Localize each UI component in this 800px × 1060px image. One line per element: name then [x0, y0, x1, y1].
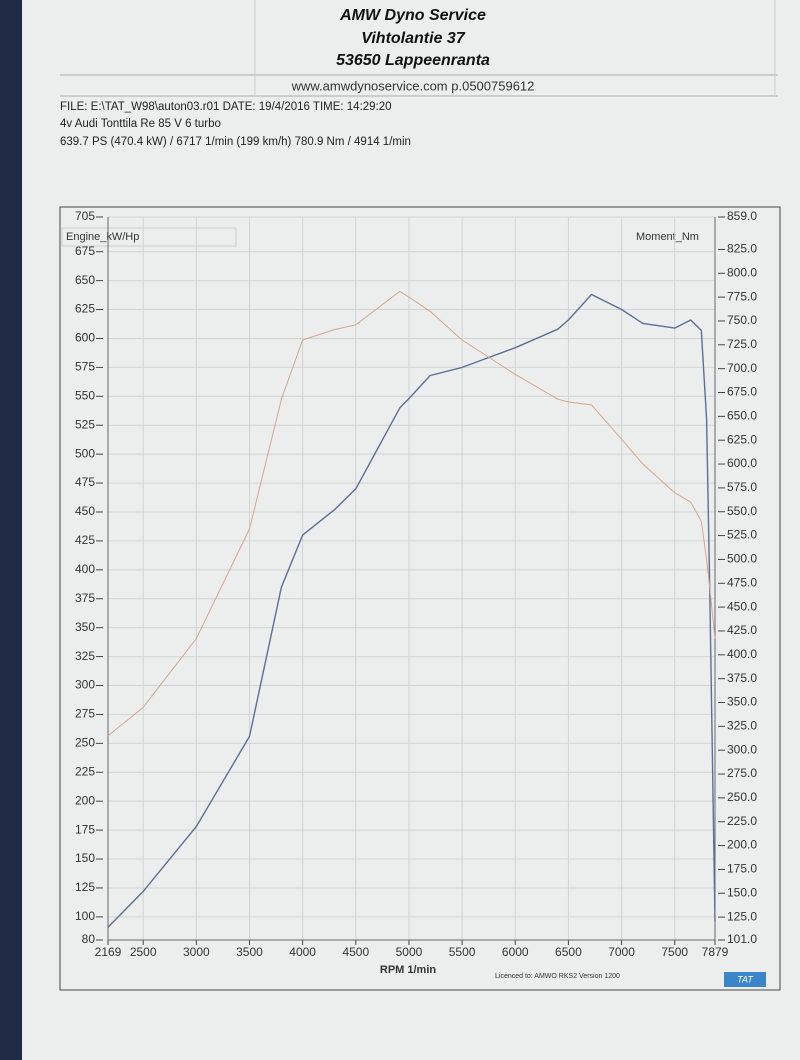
y2-tick-label: 150.0	[727, 885, 757, 899]
logo: TAT	[737, 974, 754, 984]
y2-tick-label: 125.0	[727, 909, 757, 923]
y-tick-label: 500	[75, 446, 95, 460]
y-tick-label: 275	[75, 707, 95, 721]
y-tick-label: 450	[75, 504, 95, 518]
vehicle: 4v Audi Tonttila Re 85 V 6 turbo	[60, 118, 221, 130]
y-tick-label: 375	[75, 591, 95, 605]
y2-tick-label: 550.0	[727, 504, 757, 518]
label-box	[61, 227, 237, 247]
y2-tick-label: 250.0	[727, 790, 757, 804]
y2-tick-label: 800.0	[727, 265, 757, 279]
y2-tick-label: 375.0	[727, 671, 757, 685]
y-tick-label: 175	[75, 822, 95, 836]
y-tick-label: 100	[75, 909, 95, 923]
y-tick-label: 225	[75, 764, 95, 778]
x-tick-label: 4500	[342, 945, 369, 959]
y-tick-label: 550	[75, 388, 95, 402]
contact: www.amwdynoservice.com p.0500759612	[291, 78, 535, 93]
y-tick-label: 200	[75, 793, 95, 807]
y-axis-label: Engine_kW/Hp	[66, 231, 139, 243]
y-tick-label: 525	[75, 417, 95, 431]
result: 639.7 PS (470.4 kW) / 6717 1/min (199 km…	[60, 136, 411, 148]
x-tick-label: 2500	[130, 945, 157, 959]
y-tick-label: 325	[75, 649, 95, 663]
y-tick-label: 625	[75, 302, 95, 316]
y2-tick-label: 175.0	[727, 862, 757, 876]
y2-tick-label: 350.0	[727, 695, 757, 709]
y2-axis-label: Moment_Nm	[636, 231, 699, 243]
y-tick-label: 475	[75, 475, 95, 489]
city: 53650 Lappeenranta	[336, 52, 490, 69]
y2-tick-label: 750.0	[727, 313, 757, 327]
y2-tick-label: 625.0	[727, 432, 757, 446]
y2-tick-label: 859.0	[727, 209, 757, 223]
x-tick-label: 3000	[183, 945, 210, 959]
logo-box	[724, 972, 766, 987]
y2-tick-label: 525.0	[727, 528, 757, 542]
x-tick-label: 6000	[502, 945, 529, 959]
y-tick-label: 350	[75, 620, 95, 634]
y2-tick-label: 575.0	[727, 480, 757, 494]
y-tick-label: 150	[75, 851, 95, 865]
x-tick-label: 7879	[702, 945, 729, 959]
y-tick-label: 250	[75, 736, 95, 750]
y-tick-label: 400	[75, 562, 95, 576]
x-tick-label: 5500	[449, 945, 476, 959]
street: Vihtolantie 37	[361, 30, 466, 47]
company: AMW Dyno Service	[339, 7, 486, 24]
x-tick-label: 6500	[555, 945, 582, 959]
y-tick-label: 300	[75, 678, 95, 692]
y-tick-label: 125	[75, 880, 95, 894]
y2-tick-label: 275.0	[727, 766, 757, 780]
y2-tick-label: 400.0	[727, 647, 757, 661]
license: Licenced to: AMWO RKS2 Version 1200	[495, 973, 620, 980]
y-tick-label: 675	[75, 244, 95, 258]
y2-tick-label: 450.0	[727, 599, 757, 613]
y2-tick-label: 825.0	[727, 242, 757, 256]
y2-tick-label: 225.0	[727, 814, 757, 828]
y2-tick-label: 200.0	[727, 838, 757, 852]
y2-tick-label: 475.0	[727, 575, 757, 589]
y2-tick-label: 101.0	[727, 932, 757, 946]
x-tick-label: 7000	[608, 945, 635, 959]
x-tick-label: 5000	[396, 945, 423, 959]
x-tick-label: 3500	[236, 945, 263, 959]
paper	[22, 0, 800, 1060]
y-tick-label: 80	[82, 932, 96, 946]
plot-frame	[59, 206, 781, 991]
file-info: FILE: E:\TAT_W98\auton03.r01 DATE: 19/4/…	[60, 101, 392, 113]
x-tick-label: 4000	[289, 945, 316, 959]
y2-tick-label: 650.0	[727, 409, 757, 423]
y-tick-label: 705	[75, 209, 95, 223]
y-tick-label: 575	[75, 360, 95, 374]
y2-tick-label: 500.0	[727, 552, 757, 566]
x-tick-label: 7500	[661, 945, 688, 959]
y2-tick-label: 425.0	[727, 623, 757, 637]
y-tick-label: 600	[75, 331, 95, 345]
y-tick-label: 650	[75, 273, 95, 287]
y2-tick-label: 325.0	[727, 719, 757, 733]
y2-tick-label: 775.0	[727, 289, 757, 303]
x-tick-label: 2169	[95, 945, 122, 959]
y-tick-label: 425	[75, 533, 95, 547]
series-line	[107, 290, 716, 737]
y2-tick-label: 725.0	[727, 337, 757, 351]
y2-tick-label: 600.0	[727, 456, 757, 470]
y2-tick-label: 300.0	[727, 742, 757, 756]
y2-tick-label: 675.0	[727, 385, 757, 399]
y2-tick-label: 700.0	[727, 361, 757, 375]
x-axis-label: RPM 1/min	[380, 964, 437, 976]
